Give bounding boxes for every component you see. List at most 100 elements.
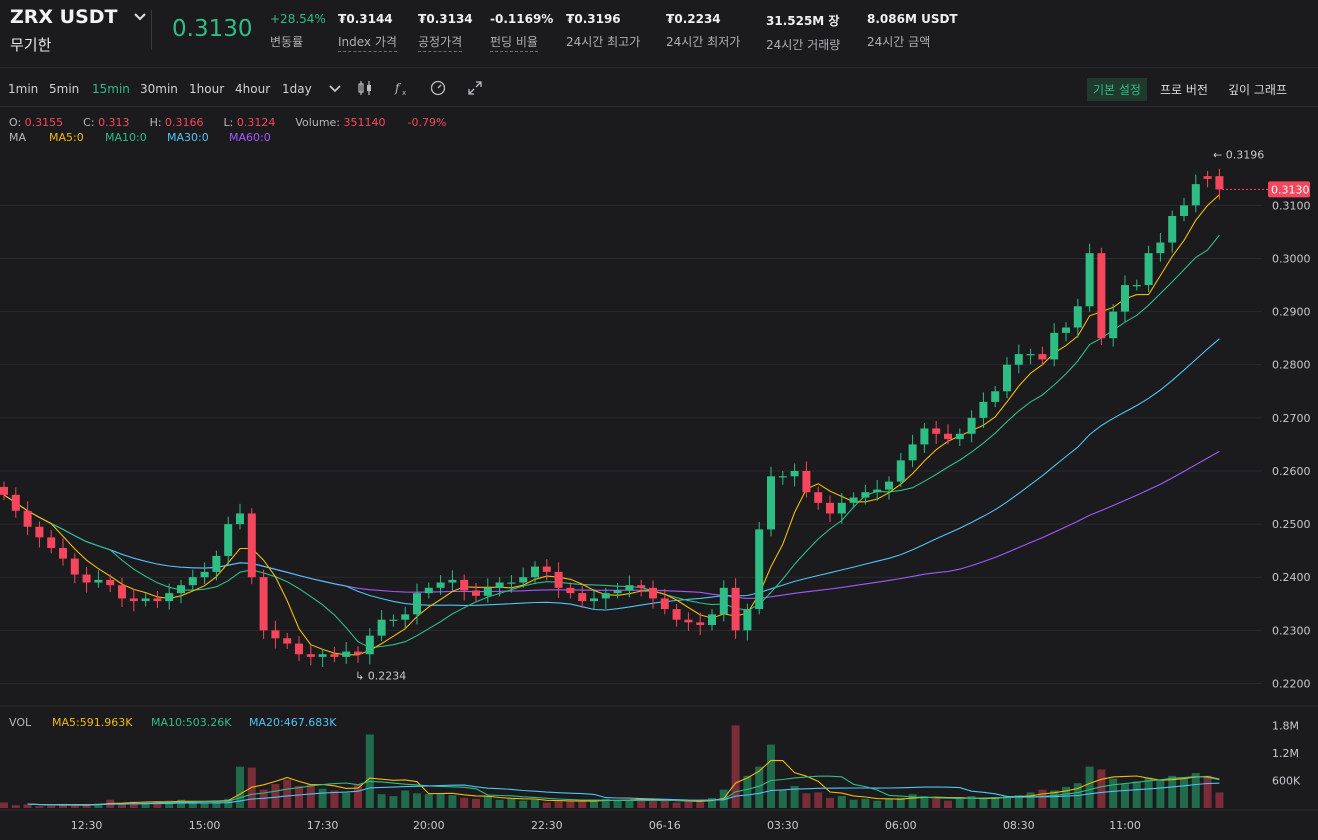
timeframe-more-chevron-icon[interactable] [326,79,344,97]
y-tick-label: 0.2300 [1272,624,1311,637]
chart-settings-gauge-icon[interactable] [429,79,447,97]
y-tick-label: 0.2900 [1272,306,1311,319]
candle [672,603,681,627]
stat-label: 24시간 금액 [867,35,931,49]
low-marker: ↳ 0.2234 [355,669,406,682]
timeframe-1hour[interactable]: 1hour [189,82,225,96]
volume-bar [200,802,209,808]
volume-bar [377,794,386,808]
candle [731,578,740,639]
volume-value: 351140 [343,116,386,129]
volume-bar [778,790,787,808]
candle [932,421,941,444]
volume-bar [212,801,221,808]
candle-body [200,571,209,578]
candlestick-type-icon[interactable] [356,79,374,97]
candle-body [837,502,846,514]
candle [625,575,634,598]
y-tick-label: 0.2800 [1272,359,1311,372]
chart-area[interactable]: O: 0.3155 C: 0.313 H: 0.3166 L: 0.3124 V… [0,108,1318,840]
vol-legend-item: MA5:591.963K [52,716,133,729]
stat-value: +28.54% [270,12,326,26]
stat-label[interactable]: 펀딩 비율 [490,33,538,52]
y-tick-label: 0.2400 [1272,571,1311,584]
volume-bar [365,734,374,808]
view-2[interactable]: 깊이 그래프 [1228,83,1288,97]
volume-bar [554,801,563,808]
stat-value: 31.525M 장 [766,14,840,28]
volume-bar [23,804,32,808]
candle-body [1191,184,1200,206]
candle [330,646,339,663]
chevron-down-icon[interactable] [132,9,148,25]
stat-label[interactable]: 공정가격 [418,33,463,52]
volume-bar [637,798,646,808]
volume-bar [11,805,20,808]
stat-label[interactable]: Index 가격 [338,33,397,52]
candle [200,562,209,585]
candle-body [448,579,457,583]
candle-body [896,460,905,482]
symbol-selector[interactable]: ZRX USDT 무기한 [10,6,148,55]
stat-0: +28.54% 변동률 [270,12,326,50]
candle [212,550,221,581]
candle [47,529,56,554]
candle-body [1097,253,1106,339]
timeframe-15min[interactable]: 15min [92,82,130,96]
candle-body [401,614,410,620]
change-percent: -0.79% [407,116,447,129]
view-1[interactable]: 프로 버전 [1160,83,1208,97]
fullscreen-icon[interactable] [466,79,484,97]
timeframe-30min[interactable]: 30min [140,82,178,96]
ma10-line [3,234,1220,649]
svg-text:f: f [394,81,402,95]
candle-body [861,492,870,498]
candle [153,591,162,609]
volume-bar [1026,792,1035,808]
stat-value: ₮0.3196 [566,12,621,26]
candle [1073,298,1082,338]
volume-bar [483,796,492,808]
x-tick-label: 22:30 [531,819,563,832]
candle [11,487,20,518]
volume-bar [542,802,551,808]
candle-body [283,638,292,644]
timeframe-5min[interactable]: 5min [49,82,80,96]
volume-bar [495,799,504,808]
candle [177,579,185,604]
candle [991,385,1000,408]
candle [1203,170,1212,188]
timeframe-1min[interactable]: 1min [8,82,39,96]
candle-body [885,481,893,490]
volume-bar [849,799,858,808]
candle-body [755,529,764,610]
timeframe-1day[interactable]: 1day [282,82,312,96]
candle [873,479,882,501]
candle [354,646,362,663]
candle-body [908,444,917,461]
candle-body [649,587,657,599]
candle-body [625,585,634,591]
candle-body [306,654,315,657]
candle [802,461,811,498]
candle-body [1180,205,1188,216]
symbol-name[interactable]: ZRX USDT [10,6,118,28]
view-0[interactable]: 기본 설정 [1087,78,1147,101]
low-label: L: [223,116,234,129]
svg-text:x: x [402,89,406,97]
volume-bar [885,798,893,808]
candle [271,620,280,649]
candle [684,612,693,631]
candle [885,476,893,500]
candle-body [141,598,150,602]
ma5-line [3,194,1220,656]
candle-body [153,598,162,602]
volume-bar [436,793,445,808]
volume-bar [165,800,174,808]
candle [141,593,150,607]
candlestick-chart[interactable]: 0.3100 0.3000 0.2900 0.2800 0.2700 0.2600 0.25… [0,108,1318,840]
stat-2: ₮0.3134 공정가격 [418,12,473,52]
volume-bar [236,766,244,808]
timeframe-4hour[interactable]: 4hour [235,82,271,96]
